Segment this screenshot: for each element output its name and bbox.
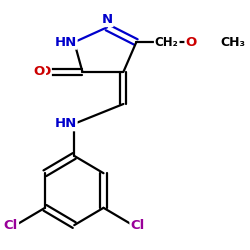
Text: Cl: Cl [130,218,145,232]
Text: O: O [186,36,197,49]
Text: N: N [102,13,112,26]
Text: O: O [34,65,45,78]
Text: Cl: Cl [4,218,18,232]
Text: O: O [40,65,51,78]
Text: HN: HN [54,117,76,130]
Text: CH₂: CH₂ [155,36,178,49]
Text: CH₃: CH₃ [220,36,246,49]
Text: O: O [186,36,197,49]
Text: HN: HN [54,36,76,49]
